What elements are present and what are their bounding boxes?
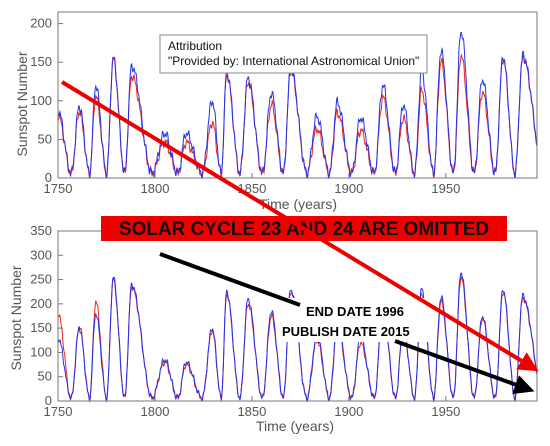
x-tick-label: 1900 (334, 181, 363, 196)
sunspot-series-blue (57, 31, 538, 180)
top-plot-frame (57, 11, 538, 179)
y-tick-label: 50 (38, 369, 52, 384)
annotation-backdrop (277, 298, 429, 342)
top-chart: Sunspot Number 0 50 100 150 200 1750 1800 1850… (14, 11, 538, 212)
bottom-x-tick-labels: 1750 1800 1850 1900 1950 (44, 404, 461, 419)
y-tick-label: 300 (30, 247, 52, 262)
x-tick-label: 1850 (237, 181, 266, 196)
attribution-title: Attribution (168, 39, 222, 53)
x-tick-label: 1950 (431, 404, 460, 419)
top-xlabel: Time (years) (259, 196, 337, 212)
black-arrow-upper (159, 252, 301, 307)
y-tick-label: 150 (30, 320, 52, 335)
bottom-ylabel: Sunspot Number (8, 265, 24, 370)
bottom-xlabel: Time (years) (256, 418, 334, 434)
y-tick-label: 200 (30, 16, 52, 31)
bottom-chart: Sunspot Number 0 50 100 150 200 250 300 350 175… (8, 223, 538, 434)
y-tick-label: 0 (45, 170, 52, 185)
top-ylabel: Sunspot Number (14, 51, 30, 156)
y-tick-label: 200 (30, 296, 52, 311)
x-tick-label: 1800 (141, 404, 170, 419)
attribution-box: Attribution "Provided by: International … (159, 34, 428, 74)
red-arrow (60, 80, 539, 372)
top-y-tick-labels: 0 50 100 150 200 (30, 16, 52, 185)
x-tick-label: 1900 (334, 404, 363, 419)
attribution-text: "Provided by: International Astronomical… (168, 54, 419, 68)
y-tick-label: 350 (30, 223, 52, 238)
bottom-y-tick-labels: 0 50 100 150 200 250 300 350 (30, 223, 52, 408)
x-tick-label: 1850 (237, 404, 266, 419)
x-tick-label: 1750 (44, 404, 73, 419)
y-tick-label: 100 (30, 344, 52, 359)
top-series (57, 31, 538, 180)
sunspot-series-red (57, 53, 538, 180)
end-date-text: END DATE 1996 (306, 304, 404, 319)
y-tick-label: 0 (45, 393, 52, 408)
y-tick-label: 150 (30, 54, 52, 69)
bottom-tick-marks (57, 230, 447, 402)
black-arrow-lower (394, 339, 535, 395)
publish-date-text: PUBLISH DATE 2015 (282, 324, 410, 339)
y-tick-label: 250 (30, 272, 52, 287)
y-tick-label: 50 (38, 131, 52, 146)
y-tick-label: 100 (30, 93, 52, 108)
x-tick-label: 1950 (431, 181, 460, 196)
x-tick-label: 1750 (44, 181, 73, 196)
top-tick-marks (57, 23, 447, 179)
end-date-annotation: END DATE 1996 PUBLISH DATE 2015 (277, 298, 429, 342)
top-x-tick-labels: 1750 1800 1850 1900 1950 (44, 181, 461, 196)
x-tick-label: 1800 (141, 181, 170, 196)
